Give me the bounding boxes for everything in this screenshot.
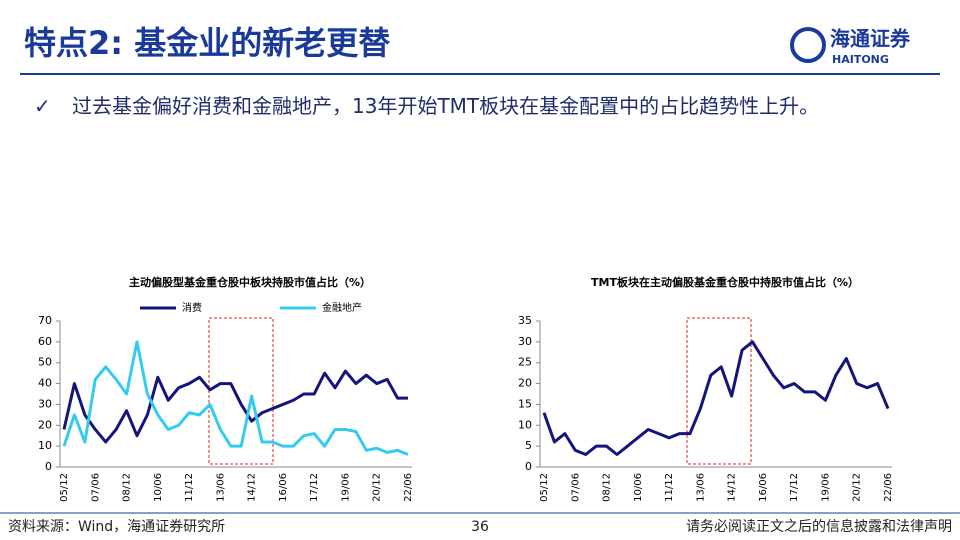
x-tick-label: 14/12: [247, 473, 258, 502]
x-tick-label: 07/06: [570, 473, 581, 502]
x-tick-label: 11/12: [184, 473, 195, 502]
y-tick-label: 70: [38, 314, 52, 327]
x-tick-label: 14/12: [727, 473, 738, 502]
x-tick-label: 13/06: [215, 473, 226, 502]
x-tick-label: 11/12: [664, 473, 675, 502]
series-line: [62, 340, 409, 456]
y-tick-label: 30: [518, 335, 532, 348]
x-tick-label: 16/06: [758, 473, 769, 502]
y-tick-label: 15: [518, 397, 532, 410]
footer-source: 资料来源：Wind，海通证券研究所: [8, 519, 225, 535]
x-tick-label: 08/12: [122, 473, 133, 502]
highlight-box: [208, 317, 274, 465]
y-tick-label: 60: [38, 335, 52, 348]
y-tick-label: 40: [38, 377, 52, 390]
x-tick-label: 20/12: [372, 473, 383, 502]
bullet-mark: ✓: [34, 94, 51, 118]
y-tick-label: 25: [518, 356, 532, 369]
x-tick-label: 05/12: [59, 473, 70, 502]
legend-label: 消费: [182, 301, 202, 314]
x-tick-label: 07/06: [90, 473, 101, 502]
x-tick-label: 13/06: [695, 473, 706, 502]
x-tick-label: 16/06: [278, 473, 289, 502]
y-tick-label: 20: [518, 377, 532, 390]
footer-disclaimer: 请务必阅读正文之后的信息披露和法律声明: [686, 518, 952, 535]
y-tick-label: 10: [518, 418, 532, 431]
y-tick-label: 20: [38, 418, 52, 431]
x-tick-label: 17/12: [789, 473, 800, 502]
y-tick-label: 35: [518, 314, 532, 327]
x-tick-label: 22/06: [883, 473, 894, 502]
y-tick-label: 0: [525, 460, 532, 473]
series-line: [62, 369, 408, 444]
x-tick-label: 05/12: [539, 473, 550, 502]
x-tick-label: 20/12: [852, 473, 863, 502]
x-tick-label: 08/12: [602, 473, 613, 502]
page-number: 36: [471, 519, 489, 535]
y-tick-label: 30: [38, 397, 52, 410]
y-tick-label: 10: [38, 439, 52, 452]
chart-title: TMT板块在主动偏股基金重仓股中持股市值占比（%）: [591, 275, 859, 289]
highlight-box: [686, 317, 752, 465]
logo-cn: 海通证券: [830, 27, 911, 51]
legend-label: 金融地产: [322, 301, 362, 314]
x-tick-label: 17/12: [309, 473, 320, 502]
x-tick-label: 19/06: [820, 473, 831, 502]
bullet-text: 过去基金偏好消费和金融地产，13年开始TMT板块在基金配置中的占比趋势性上升。: [72, 94, 820, 118]
logo-en: HAITONG: [832, 53, 889, 66]
logo-icon: [790, 27, 826, 63]
x-tick-label: 10/06: [633, 473, 644, 502]
series-line: [542, 340, 890, 456]
chart-title: 主动偏股型基金重仓股中板块持股市值占比（%）: [129, 275, 371, 289]
x-tick-label: 10/06: [153, 473, 164, 502]
y-tick-label: 5: [525, 439, 532, 452]
x-tick-label: 19/06: [340, 473, 351, 502]
y-tick-label: 0: [45, 460, 52, 473]
x-tick-label: 22/06: [403, 473, 414, 502]
slide-title: 特点2: 基金业的新老更替: [24, 24, 390, 62]
y-tick-label: 50: [38, 356, 52, 369]
